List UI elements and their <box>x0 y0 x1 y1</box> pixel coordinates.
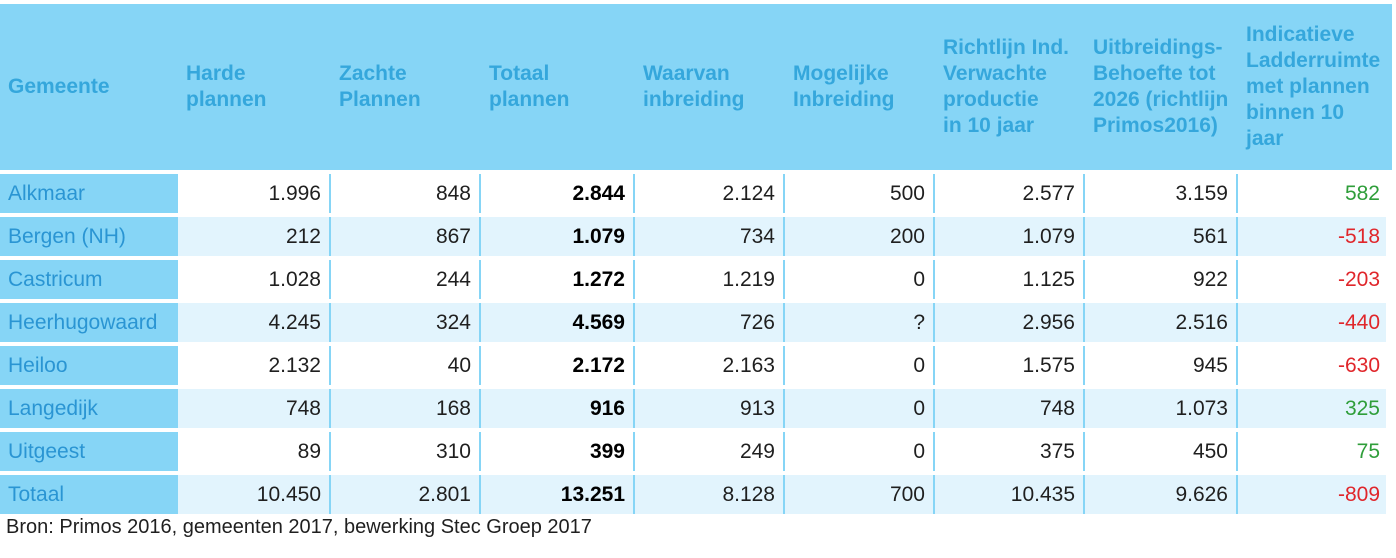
cell-gemeente: Uitgeest <box>0 432 178 471</box>
cell-mogelijke-inbreiding: ? <box>785 303 935 342</box>
header-zachte-plannen: Zachte Plannen <box>339 62 421 111</box>
cell-harde-plannen: 1.028 <box>178 260 331 299</box>
table-row: Alkmaar 1.996 848 2.844 2.124 500 2.577 3.159 58… <box>0 174 1392 213</box>
cell-ladderruimte: -809 <box>1238 475 1386 514</box>
cell-totaal-plannen: 1.272 <box>481 260 635 299</box>
cell-gemeente: Castricum <box>0 260 178 299</box>
cell-waarvan-inbreiding: 913 <box>635 389 785 428</box>
cell-richtlijn-productie: 375 <box>935 432 1085 471</box>
cell-zachte-plannen: 867 <box>331 217 481 256</box>
table-row: Langedijk 748 168 916 913 0 748 1.073 325 <box>0 389 1392 428</box>
table-row: Totaal 10.450 2.801 13.251 8.128 700 10.435 9.6… <box>0 475 1392 514</box>
cell-waarvan-inbreiding: 249 <box>635 432 785 471</box>
cell-ladderruimte: -440 <box>1238 303 1386 342</box>
cell-mogelijke-inbreiding: 0 <box>785 260 935 299</box>
cell-gemeente: Totaal <box>0 475 178 514</box>
cell-waarvan-inbreiding: 734 <box>635 217 785 256</box>
cell-ladderruimte: 582 <box>1238 174 1386 213</box>
cell-uitbreidingsbehoefte: 450 <box>1085 432 1238 471</box>
table-row: Uitgeest 89 310 399 249 0 375 450 75 <box>0 432 1392 471</box>
cell-harde-plannen: 89 <box>178 432 331 471</box>
header-richtlijn-productie: Richtlijn Ind. Verwachte productie in 10… <box>943 36 1069 137</box>
cell-zachte-plannen: 40 <box>331 346 481 385</box>
table-row: Heiloo 2.132 40 2.172 2.163 0 1.575 945 -630 <box>0 346 1392 385</box>
cell-ladderruimte: -203 <box>1238 260 1386 299</box>
cell-waarvan-inbreiding: 1.219 <box>635 260 785 299</box>
cell-zachte-plannen: 848 <box>331 174 481 213</box>
cell-richtlijn-productie: 10.435 <box>935 475 1085 514</box>
cell-richtlijn-productie: 1.125 <box>935 260 1085 299</box>
data-table: Gemeente Harde plannen Zachte Plannen To… <box>0 4 1392 514</box>
cell-uitbreidingsbehoefte: 3.159 <box>1085 174 1238 213</box>
table-row: Bergen (NH) 212 867 1.079 734 200 1.079 561 -518 <box>0 217 1392 256</box>
cell-totaal-plannen: 2.844 <box>481 174 635 213</box>
cell-gemeente: Langedijk <box>0 389 178 428</box>
cell-zachte-plannen: 324 <box>331 303 481 342</box>
cell-harde-plannen: 4.245 <box>178 303 331 342</box>
cell-totaal-plannen: 1.079 <box>481 217 635 256</box>
cell-totaal-plannen: 399 <box>481 432 635 471</box>
cell-gemeente: Bergen (NH) <box>0 217 178 256</box>
cell-waarvan-inbreiding: 726 <box>635 303 785 342</box>
header-gemeente: Gemeente <box>8 75 110 98</box>
cell-ladderruimte: -518 <box>1238 217 1386 256</box>
header-totaal-plannen: Totaal plannen <box>489 62 570 111</box>
cell-uitbreidingsbehoefte: 1.073 <box>1085 389 1238 428</box>
cell-zachte-plannen: 168 <box>331 389 481 428</box>
cell-mogelijke-inbreiding: 0 <box>785 346 935 385</box>
table-row: Heerhugowaard 4.245 324 4.569 726? 2.956 2.516… <box>0 303 1392 342</box>
cell-mogelijke-inbreiding: 200 <box>785 217 935 256</box>
cell-mogelijke-inbreiding: 0 <box>785 432 935 471</box>
cell-ladderruimte: 75 <box>1238 432 1386 471</box>
cell-richtlijn-productie: 1.079 <box>935 217 1085 256</box>
cell-waarvan-inbreiding: 2.163 <box>635 346 785 385</box>
cell-gemeente: Heerhugowaard <box>0 303 178 342</box>
header-uitbreidingsbehoefte: Uitbreidings- Behoefte tot 2026 (richtli… <box>1093 36 1229 137</box>
cell-zachte-plannen: 310 <box>331 432 481 471</box>
cell-richtlijn-productie: 1.575 <box>935 346 1085 385</box>
header-harde-plannen: Harde plannen <box>186 62 267 111</box>
table-header: Gemeente Harde plannen Zachte Plannen To… <box>0 4 1392 170</box>
header-ladderruimte: Indicatieve Ladderruimte met plannen bin… <box>1246 23 1381 150</box>
cell-uitbreidingsbehoefte: 9.626 <box>1085 475 1238 514</box>
cell-richtlijn-productie: 748 <box>935 389 1085 428</box>
cell-gemeente: Heiloo <box>0 346 178 385</box>
cell-zachte-plannen: 244 <box>331 260 481 299</box>
header-mogelijke-inbreiding: Mogelijke Inbreiding <box>793 62 895 111</box>
cell-totaal-plannen: 13.251 <box>481 475 635 514</box>
cell-harde-plannen: 10.450 <box>178 475 331 514</box>
cell-totaal-plannen: 2.172 <box>481 346 635 385</box>
table-row: Castricum 1.028 244 1.272 1.219 0 1.125 922 -203 <box>0 260 1392 299</box>
cell-ladderruimte: 325 <box>1238 389 1386 428</box>
cell-harde-plannen: 1.996 <box>178 174 331 213</box>
cell-uitbreidingsbehoefte: 945 <box>1085 346 1238 385</box>
cell-zachte-plannen: 2.801 <box>331 475 481 514</box>
cell-waarvan-inbreiding: 8.128 <box>635 475 785 514</box>
cell-totaal-plannen: 4.569 <box>481 303 635 342</box>
cell-mogelijke-inbreiding: 700 <box>785 475 935 514</box>
cell-richtlijn-productie: 2.956 <box>935 303 1085 342</box>
cell-gemeente: Alkmaar <box>0 174 178 213</box>
cell-uitbreidingsbehoefte: 561 <box>1085 217 1238 256</box>
cell-waarvan-inbreiding: 2.124 <box>635 174 785 213</box>
source-note: Bron: Primos 2016, gemeenten 2017, bewer… <box>6 516 592 538</box>
cell-richtlijn-productie: 2.577 <box>935 174 1085 213</box>
cell-harde-plannen: 748 <box>178 389 331 428</box>
cell-uitbreidingsbehoefte: 922 <box>1085 260 1238 299</box>
cell-harde-plannen: 212 <box>178 217 331 256</box>
cell-mogelijke-inbreiding: 0 <box>785 389 935 428</box>
cell-uitbreidingsbehoefte: 2.516 <box>1085 303 1238 342</box>
cell-harde-plannen: 2.132 <box>178 346 331 385</box>
cell-ladderruimte: -630 <box>1238 346 1386 385</box>
cell-mogelijke-inbreiding: 500 <box>785 174 935 213</box>
cell-totaal-plannen: 916 <box>481 389 635 428</box>
header-waarvan-inbreiding: Waarvan inbreiding <box>643 62 745 111</box>
